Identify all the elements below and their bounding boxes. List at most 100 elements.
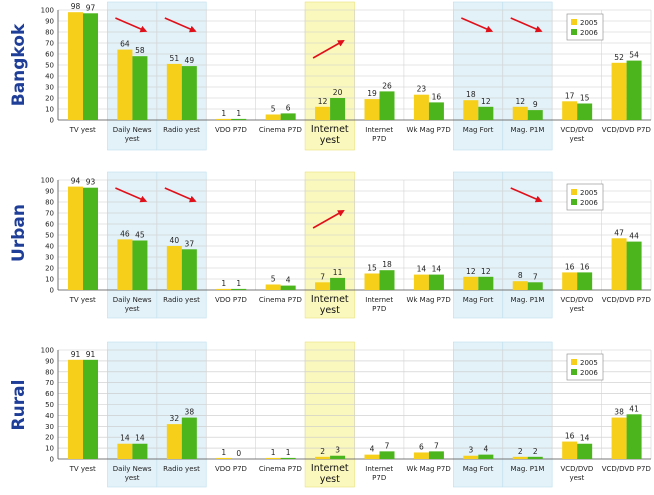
bar-2005-internet-yest [315,456,331,459]
value-label-2005-radio-yest: 51 [170,54,180,63]
category-label-radio-yest: Radio yest [163,126,200,134]
category-label-daily-news-yest: Daily News yest [113,465,152,482]
value-label-2005-vcd-dvd-p7d: 52 [614,53,624,62]
value-label-2006-wk-mag-p7d: 7 [434,441,439,450]
value-label-2006-wk-mag-p7d: 16 [432,92,442,101]
legend-swatch-2005 [571,359,577,365]
bar-2005-mag-p1m [512,106,528,120]
y-tick-label: 90 [45,18,54,26]
category-label-tv-yest: TV yest [69,126,96,134]
category-label-wk-mag-p7d: Wk Mag P7D [406,296,450,304]
bar-2005-internet-p7d [364,454,380,459]
value-label-2006-mag-fort: 4 [483,445,488,454]
category-label-cinema-p7d: Cinema P7D [259,126,302,134]
value-label-2006-tv-yest: 97 [86,3,96,12]
value-label-2005-mag-fort: 18 [466,90,476,99]
value-label-2005-cinema-p7d: 1 [271,448,276,457]
bar-2005-vcd-dvd-yest [562,441,578,459]
value-label-2005-internet-p7d: 4 [370,445,375,454]
value-label-2005-mag-p1m: 8 [518,271,523,280]
value-label-2006-vcd-dvd-p7d: 41 [629,404,639,413]
legend-swatch-2006 [571,369,577,375]
highlight-band-mag-fort [453,341,504,488]
bar-2005-internet-yest [315,106,331,120]
bar-2006-mag-p1m [527,110,543,120]
category-label-tv-yest: TV yest [69,465,96,473]
bar-2005-radio-yest [166,246,182,290]
value-label-2006-vcd-dvd-p7d: 54 [629,51,639,60]
value-label-2005-radio-yest: 40 [170,236,180,245]
bar-2006-internet-p7d [379,270,395,290]
value-label-2006-wk-mag-p7d: 14 [432,265,442,274]
value-label-2006-mag-p1m: 7 [533,272,538,281]
highlight-band-radio-yest [156,171,207,319]
category-label-cinema-p7d: Cinema P7D [259,296,302,304]
y-tick-label: 10 [45,276,54,284]
category-label-internet-yest: Internet yest [311,463,349,485]
bar-2005-internet-p7d [364,273,380,290]
bar-2006-vcd-dvd-p7d [626,241,642,290]
category-label-radio-yest: Radio yest [163,465,200,473]
bar-2005-vdo-p7d [216,288,232,290]
y-tick-label: 80 [45,368,54,376]
bar-2006-vcd-dvd-yest [577,443,593,459]
trend-arrow-down-mag-fort [461,17,494,33]
trend-arrow-down-daily-news-yest [115,17,148,33]
y-tick-label: 70 [45,379,54,387]
y-tick-label: 50 [45,232,54,240]
legend-box [566,353,604,381]
value-label-2006-mag-p1m: 9 [533,100,538,109]
value-label-2005-internet-p7d: 19 [367,89,377,98]
highlight-band-mag-p1m [502,171,553,319]
value-label-2006-daily-news-yest: 14 [135,434,145,443]
bar-2005-tv-yest [68,186,83,290]
y-tick-label: 50 [45,401,54,409]
value-label-2006-radio-yest: 37 [185,239,195,248]
y-tick-label: 30 [45,254,54,262]
bar-2006-tv-yest [83,359,98,459]
value-label-2005-internet-yest: 12 [318,97,328,106]
value-label-2005-tv-yest: 94 [71,177,81,186]
bar-2005-radio-yest [166,63,182,120]
bar-2006-daily-news-yest [132,443,148,459]
trend-arrow-down-radio-yest [164,187,197,203]
bar-2005-mag-p1m [512,281,528,290]
bar-2005-cinema-p7d [265,114,281,120]
y-tick-label: 30 [45,84,54,92]
bar-2005-vcd-dvd-yest [562,101,578,120]
bar-2005-mag-fort [463,276,479,290]
legend-label-2006: 2006 [580,29,598,37]
value-label-2006-internet-yest: 20 [333,88,343,97]
bar-2005-internet-yest [315,282,331,290]
value-label-2006-mag-p1m: 2 [533,447,538,456]
bar-2006-cinema-p7d [280,113,296,120]
value-label-2005-vcd-dvd-p7d: 38 [614,408,624,417]
bar-2006-wk-mag-p7d [428,274,444,290]
bar-2006-vdo-p7d [231,118,247,120]
highlight-band-internet-yest [304,341,355,488]
category-label-daily-news-yest: Daily News yest [113,296,152,313]
trend-arrow-down-daily-news-yest [115,187,148,203]
region-title-urban: Urban [9,204,29,262]
value-label-2006-radio-yest: 38 [185,408,195,417]
value-label-2006-vcd-dvd-p7d: 44 [629,232,639,241]
value-label-2005-mag-p1m: 12 [515,97,525,106]
bar-2006-cinema-p7d [280,457,296,459]
value-label-2005-vcd-dvd-yest: 16 [565,432,575,441]
y-tick-label: 100 [41,347,54,355]
bar-2005-radio-yest [166,424,182,459]
region-title-rural: Rural [9,380,29,431]
bar-2005-wk-mag-p7d [413,274,429,290]
bar-2005-wk-mag-p7d [413,452,429,459]
value-label-2006-vdo-p7d: 0 [236,449,241,458]
region-title-bangkok: Bangkok [9,23,29,106]
value-label-2005-internet-p7d: 15 [367,264,377,273]
value-label-2005-vdo-p7d: 1 [221,448,226,457]
value-label-2005-vcd-dvd-p7d: 47 [614,228,624,237]
y-tick-label: 70 [45,40,54,48]
y-tick-label: 0 [50,456,54,464]
bar-2005-cinema-p7d [265,284,281,290]
category-label-wk-mag-p7d: Wk Mag P7D [406,126,450,134]
